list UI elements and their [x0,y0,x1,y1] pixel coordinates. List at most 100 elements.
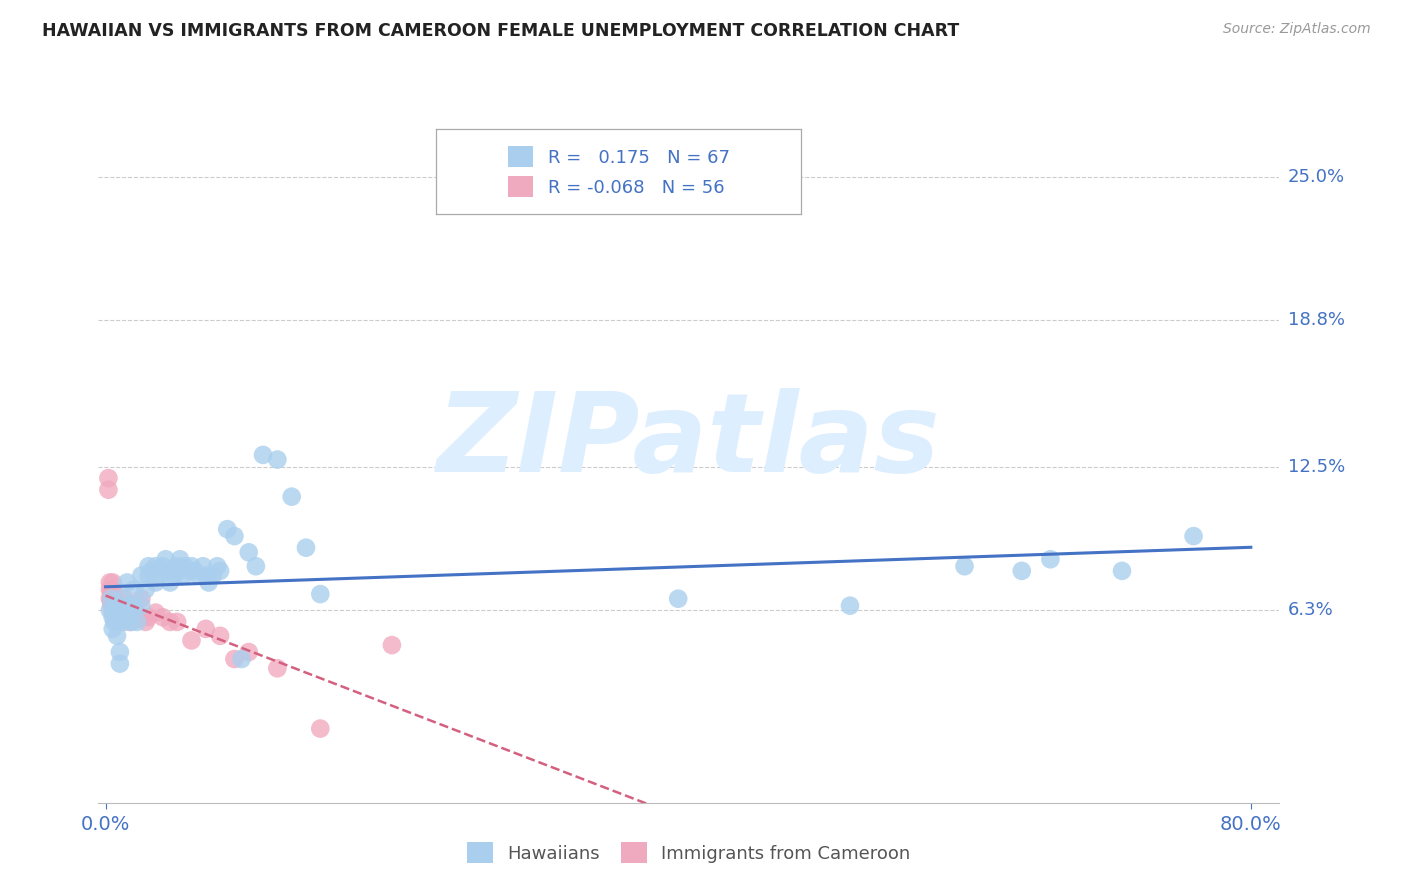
Point [105,610,128,624]
Point [108,657,131,671]
Point [103,591,125,606]
Point [108,610,131,624]
Point [98,591,121,606]
Point [104,606,127,620]
Point [103,615,125,629]
Point [107,615,129,629]
Point [101,622,124,636]
Point [108,606,131,620]
Point [1111,564,1133,578]
Point [100,587,122,601]
Point [117,599,139,613]
Point [101,587,124,601]
Point [141,564,163,578]
Point [159,575,181,590]
Point [381,638,404,652]
Point [122,610,145,624]
Point [98,575,121,590]
Point [152,559,174,574]
Point [180,633,202,648]
Point [231,652,253,666]
Point [105,629,128,643]
Point [100,591,122,606]
Point [101,606,124,620]
Point [224,652,246,666]
Point [120,615,142,629]
Point [112,591,135,606]
Legend: R =   0.175   N = 67, R = -0.068   N = 56: R = 0.175 N = 67, R = -0.068 N = 56 [501,139,737,204]
Point [209,564,232,578]
Point [131,568,153,582]
Text: 6.3%: 6.3% [1288,601,1333,619]
Point [101,575,124,590]
Point [138,568,160,582]
Point [252,448,274,462]
Point [169,552,191,566]
Point [122,599,145,613]
Point [207,559,229,574]
Point [666,591,689,606]
Point [839,599,862,613]
Point [209,629,232,643]
Point [1182,529,1205,543]
Point [122,582,145,597]
Point [166,615,188,629]
Point [194,622,217,636]
Point [98,603,121,617]
Point [145,606,167,620]
Point [125,615,148,629]
Point [159,615,181,629]
Point [103,587,125,601]
Point [117,599,139,613]
Point [103,603,125,617]
Point [152,610,174,624]
Point [115,610,138,624]
Point [120,610,142,624]
Text: HAWAIIAN VS IMMIGRANTS FROM CAMEROON FEMALE UNEMPLOYMENT CORRELATION CHART: HAWAIIAN VS IMMIGRANTS FROM CAMEROON FEM… [42,22,959,40]
Point [100,582,122,597]
Point [145,575,167,590]
Point [197,575,219,590]
Point [295,541,318,555]
Point [131,610,153,624]
Point [103,599,125,613]
Text: ZIPatlas: ZIPatlas [437,387,941,494]
Point [114,606,136,620]
Text: 12.5%: 12.5% [1288,458,1346,475]
Point [108,645,131,659]
Point [180,559,202,574]
Point [101,582,124,597]
Point [245,559,267,574]
Text: 25.0%: 25.0% [1288,168,1346,186]
Point [110,599,132,613]
Point [135,615,157,629]
Text: Source: ZipAtlas.com: Source: ZipAtlas.com [1223,22,1371,37]
Point [105,606,128,620]
Point [104,599,127,613]
Point [100,599,122,613]
Point [173,568,195,582]
Point [104,599,127,613]
Point [135,582,157,597]
Point [173,559,195,574]
Point [194,568,217,582]
Point [138,559,160,574]
Point [125,606,148,620]
Point [101,599,124,613]
Point [111,603,134,617]
Point [266,452,288,467]
Point [238,545,260,559]
Point [166,564,188,578]
Point [104,591,127,606]
Point [101,591,124,606]
Point [1039,552,1062,566]
Point [201,568,224,582]
Point [105,599,128,613]
Point [224,529,246,543]
Point [111,610,134,624]
Point [97,471,120,485]
Point [953,559,976,574]
Point [115,575,138,590]
Point [105,615,128,629]
Point [309,587,332,601]
